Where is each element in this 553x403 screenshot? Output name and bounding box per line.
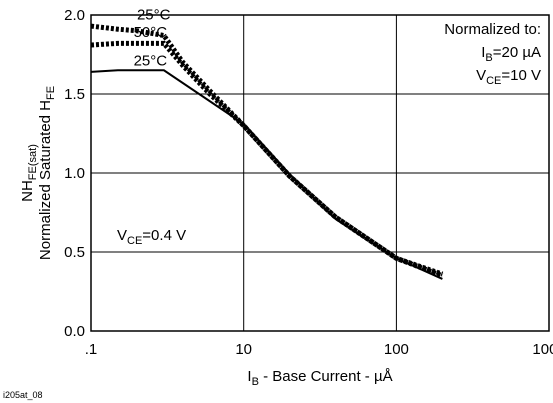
normalized-ib: IB=20 µA bbox=[481, 44, 541, 64]
y-tick-label: 0.0 bbox=[64, 323, 85, 340]
x-tick-labels: .1 10 100 1000 bbox=[85, 341, 553, 358]
y-tick-label: 2.0 bbox=[64, 7, 85, 24]
normalized-vce: VCE=10 V bbox=[476, 67, 541, 87]
y-axis-label: NHFE(sat) Normalized Saturated HFE bbox=[19, 86, 57, 260]
y-tick-labels: 0.0 0.5 1.0 1.5 2.0 bbox=[64, 7, 85, 340]
series-line-1 bbox=[90, 23, 444, 277]
series-label-1: 25°C bbox=[137, 7, 171, 24]
series-line-3 bbox=[90, 69, 443, 280]
series-label-3: 25°C bbox=[134, 53, 168, 70]
y-tick-label: 0.5 bbox=[64, 244, 85, 261]
svg-text:Normalized Saturated HFE: Normalized Saturated HFE bbox=[37, 86, 57, 260]
series-group bbox=[90, 23, 444, 280]
normalized-title: Normalized to: bbox=[444, 21, 541, 38]
series-label-2: 50°C bbox=[134, 24, 168, 41]
series-labels: 25°C50°C25°C bbox=[134, 7, 171, 70]
x-axis-label: IB - Base Current - µÅ bbox=[247, 368, 392, 388]
x-tick-label: .1 bbox=[85, 341, 98, 358]
svg-text:NHFE(sat): NHFE(sat) bbox=[19, 144, 39, 202]
normalized-box-bg bbox=[400, 17, 546, 87]
x-tick-label: 10 bbox=[235, 341, 252, 358]
plot-frame bbox=[90, 14, 550, 332]
y-tick-label: 1.5 bbox=[64, 86, 85, 103]
grid bbox=[91, 15, 549, 331]
x-tick-label: 100 bbox=[384, 341, 409, 358]
y-tick-label: 1.0 bbox=[64, 165, 85, 182]
condition-label: VCE=0.4 V bbox=[117, 227, 186, 247]
x-tick-label: 1000 bbox=[532, 341, 553, 358]
figure-code: i205at_08 bbox=[3, 390, 43, 400]
